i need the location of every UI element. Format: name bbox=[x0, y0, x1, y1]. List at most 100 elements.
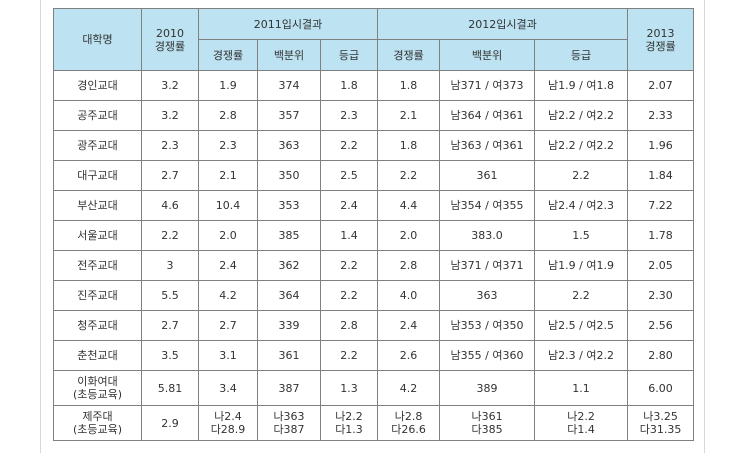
rate-2010-cell: 5.5 bbox=[141, 280, 199, 311]
university-cell-line: 광주교대 bbox=[77, 139, 118, 152]
grade-2012-cell-line: 2.2 bbox=[572, 169, 590, 182]
percentile-2012-cell-line: 남371 / 여371 bbox=[450, 259, 524, 272]
percentile-2012-cell: 남355 / 여360 bbox=[439, 340, 536, 371]
rate-2011-cell-line: 2.8 bbox=[219, 109, 237, 122]
rate-2012-cell: 2.2 bbox=[377, 160, 441, 191]
header-2013-rate: 2013 경쟁률 bbox=[627, 8, 695, 71]
rate-2013-cell: 7.22 bbox=[627, 190, 695, 221]
rate-2013-cell-line: 2.56 bbox=[648, 319, 673, 332]
university-cell: 부산교대 bbox=[53, 190, 142, 221]
percentile-2011-cell: 362 bbox=[257, 250, 321, 281]
grade-2011-cell-line: 2.3 bbox=[340, 109, 358, 122]
table-row: 진주교대 5.5 4.2 364 2.2 4.0 363 2.2 2.30 bbox=[53, 280, 695, 311]
percentile-2012-cell-line: 383.0 bbox=[471, 229, 503, 242]
grade-2011-cell: 2.8 bbox=[319, 310, 379, 341]
header-university: 대학명 bbox=[53, 8, 142, 71]
university-cell-line: 전주교대 bbox=[77, 259, 118, 272]
rate-2010-cell: 2.7 bbox=[141, 160, 199, 191]
rate-2013-cell-line: 2.07 bbox=[648, 79, 673, 92]
grade-2012-cell: 남2.2 / 여2.2 bbox=[534, 130, 629, 161]
percentile-2011-cell-line: 374 bbox=[278, 79, 300, 92]
rate-2013-cell-line: 2.05 bbox=[648, 259, 673, 272]
rate-2011-cell: 10.4 bbox=[198, 190, 258, 221]
percentile-2012-cell: 361 bbox=[439, 160, 536, 191]
grade-2011-cell-line: 나2.2 bbox=[335, 410, 363, 423]
rate-2011-cell-line: 1.9 bbox=[219, 79, 237, 92]
percentile-2011-cell: 364 bbox=[257, 280, 321, 311]
percentile-2012-cell-line: 나361 bbox=[471, 410, 503, 423]
rate-2011-cell-line: 2.4 bbox=[219, 259, 237, 272]
rate-2011-cell-line: 10.4 bbox=[215, 199, 241, 212]
rate-2013-cell-line: 다31.35 bbox=[639, 423, 682, 436]
table-body: 경인교대 3.2 1.9 374 1.8 1.8 남371 / 여373 남1.9 / 여1.… bbox=[53, 70, 695, 441]
university-cell: 경인교대 bbox=[53, 70, 142, 101]
percentile-2012-cell: 남353 / 여350 bbox=[439, 310, 536, 341]
rate-2013-cell: 1.78 bbox=[627, 220, 695, 251]
rate-2013-cell-line: 2.30 bbox=[648, 289, 673, 302]
percentile-2011-cell-line: 353 bbox=[278, 199, 300, 212]
header-2011-group-label: 2011입시결과 bbox=[253, 17, 323, 31]
percentile-2011-cell-line: 나363 bbox=[273, 410, 305, 423]
grade-2011-cell-line: 1.8 bbox=[340, 79, 358, 92]
grade-2011-cell-line: 2.5 bbox=[340, 169, 358, 182]
rate-2011-cell: 2.1 bbox=[198, 160, 258, 191]
percentile-2012-cell: 남364 / 여361 bbox=[439, 100, 536, 131]
header-2010-label: 경쟁률 bbox=[154, 39, 186, 53]
rate-2010-cell-line: 2.3 bbox=[161, 139, 179, 152]
page-border-right bbox=[704, 0, 705, 453]
table-row: 공주교대 3.2 2.8 357 2.3 2.1 남364 / 여361 남2.2 / 여2.… bbox=[53, 100, 695, 131]
university-cell: 대구교대 bbox=[53, 160, 142, 191]
rate-2013-cell: 나3.25 다31.35 bbox=[627, 405, 695, 441]
grade-2012-cell-line: 1.5 bbox=[572, 229, 590, 242]
university-cell-line: 경인교대 bbox=[77, 79, 118, 92]
percentile-2011-cell: 387 bbox=[257, 370, 321, 406]
grade-2011-cell: 2.5 bbox=[319, 160, 379, 191]
rate-2012-cell-line: 1.8 bbox=[399, 139, 418, 152]
header-2011-group: 2011입시결과 bbox=[197, 8, 379, 40]
grade-2012-cell-line: 2.2 bbox=[572, 289, 590, 302]
percentile-2012-cell: 363 bbox=[439, 280, 536, 311]
table-row: 광주교대 2.3 2.3 363 2.2 1.8 남363 / 여361 남2.2 / 여2.… bbox=[53, 130, 695, 161]
rate-2013-cell: 2.80 bbox=[627, 340, 695, 371]
rate-2011-cell: 2.4 bbox=[198, 250, 258, 281]
rate-2012-cell: 2.4 bbox=[377, 310, 441, 341]
percentile-2012-cell: 남371 / 여373 bbox=[439, 70, 536, 101]
university-cell: 춘천교대 bbox=[53, 340, 142, 371]
university-cell-line: (초등교육) bbox=[72, 423, 123, 436]
percentile-2011-cell: 350 bbox=[257, 160, 321, 191]
header-2012-grade: 등급 bbox=[534, 39, 629, 71]
rate-2012-cell-line: 1.8 bbox=[399, 79, 418, 92]
rate-2010-cell-line: 4.6 bbox=[161, 199, 179, 212]
university-cell-line: 제주대 bbox=[82, 410, 113, 423]
grade-2012-cell: 남2.3 / 여2.2 bbox=[534, 340, 629, 371]
rate-2011-cell: 1.9 bbox=[198, 70, 258, 101]
table-row: 전주교대 3 2.4 362 2.2 2.8 남371 / 여371 남1.9 / 여1.9 2… bbox=[53, 250, 695, 281]
percentile-2011-cell: 361 bbox=[257, 340, 321, 371]
header-2011-percentile: 백분위 bbox=[257, 39, 321, 71]
university-cell: 제주대 (초등교육) bbox=[53, 405, 142, 441]
table-row: 경인교대 3.2 1.9 374 1.8 1.8 남371 / 여373 남1.9 / 여1.… bbox=[53, 70, 695, 101]
percentile-2012-cell: 남354 / 여355 bbox=[439, 190, 536, 221]
rate-2010-cell-line: 2.7 bbox=[161, 319, 179, 332]
page-border-left bbox=[40, 0, 41, 453]
grade-2011-cell-line: 1.4 bbox=[340, 229, 358, 242]
grade-2012-cell: 남1.9 / 여1.9 bbox=[534, 250, 629, 281]
rate-2011-cell-line: 2.7 bbox=[219, 319, 237, 332]
header-2012-competition: 경쟁률 bbox=[377, 39, 441, 71]
university-cell: 청주교대 bbox=[53, 310, 142, 341]
percentile-2011-cell: 339 bbox=[257, 310, 321, 341]
grade-2011-cell-line: 2.2 bbox=[340, 259, 358, 272]
rate-2012-cell-line: 2.6 bbox=[399, 349, 418, 362]
rate-2010-cell: 3.5 bbox=[141, 340, 199, 371]
rate-2011-cell-line: 2.0 bbox=[219, 229, 237, 242]
university-cell-line: 서울교대 bbox=[77, 229, 118, 242]
grade-2011-cell: 1.8 bbox=[319, 70, 379, 101]
header-2012-group-label: 2012입시결과 bbox=[468, 17, 537, 31]
rate-2012-cell: 2.6 bbox=[377, 340, 441, 371]
rate-2012-cell-line: 2.0 bbox=[399, 229, 418, 242]
grade-2012-cell-line: 다1.4 bbox=[567, 423, 595, 436]
rate-2013-cell-line: 1.96 bbox=[648, 139, 673, 152]
rate-2011-cell-line: 3.1 bbox=[219, 349, 237, 362]
table-row: 서울교대 2.2 2.0 385 1.4 2.0 383.0 1.5 1.78 bbox=[53, 220, 695, 251]
rate-2013-cell-line: 2.33 bbox=[648, 109, 673, 122]
